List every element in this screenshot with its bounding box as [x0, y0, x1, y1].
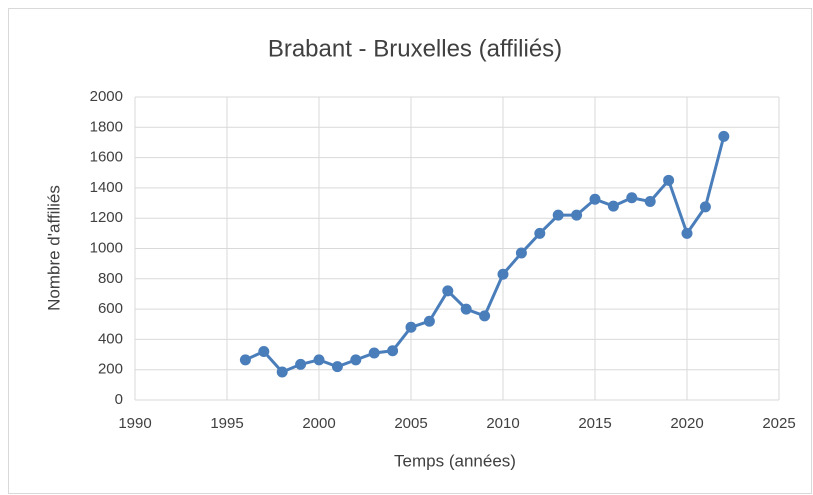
data-point	[313, 354, 325, 366]
y-tick-label: 1400	[90, 179, 123, 196]
data-point	[405, 321, 417, 333]
y-tick-label: 1600	[90, 149, 123, 166]
chart-title: Brabant - Bruxelles (affiliés)	[268, 35, 562, 62]
y-tick-label: 1000	[90, 239, 123, 256]
data-point	[276, 366, 288, 378]
data-point	[681, 227, 693, 239]
data-point	[552, 209, 564, 221]
data-point	[571, 209, 583, 221]
data-point	[663, 174, 675, 186]
x-tick-label: 2005	[394, 415, 427, 432]
y-tick-label: 400	[98, 330, 123, 347]
y-tick-label: 1800	[90, 118, 123, 135]
chart-frame	[8, 8, 812, 494]
y-tick-label: 800	[98, 270, 123, 287]
y-tick-label: 2000	[90, 88, 123, 105]
data-point	[350, 354, 362, 366]
x-tick-label: 2015	[578, 415, 611, 432]
x-tick-label: 2025	[762, 415, 795, 432]
data-point	[387, 345, 399, 357]
x-tick-label: 2020	[670, 415, 703, 432]
x-tick-label: 1990	[118, 415, 151, 432]
data-point	[239, 354, 251, 366]
data-point	[515, 247, 527, 259]
x-tick-label: 2010	[486, 415, 519, 432]
data-point	[295, 358, 307, 370]
data-point	[534, 227, 546, 239]
data-point	[479, 310, 491, 322]
y-axis-label: Nombre d'affiliés	[44, 185, 63, 311]
data-point	[331, 361, 343, 373]
data-point	[497, 268, 509, 280]
data-point	[589, 193, 601, 205]
y-tick-label: 200	[98, 361, 123, 378]
data-point	[718, 130, 730, 142]
data-point	[644, 196, 656, 208]
x-tick-label: 1995	[210, 415, 243, 432]
x-tick-label: 2000	[302, 415, 335, 432]
x-axis-label: Temps (années)	[394, 451, 516, 470]
data-point	[626, 192, 638, 204]
data-point	[368, 347, 380, 359]
data-point	[607, 200, 619, 212]
y-tick-label: 600	[98, 300, 123, 317]
y-tick-label: 0	[115, 391, 123, 408]
data-point	[442, 285, 454, 297]
y-tick-label: 1200	[90, 209, 123, 226]
data-point	[699, 201, 711, 213]
data-point	[460, 303, 472, 315]
data-point	[423, 315, 435, 327]
data-point	[258, 346, 270, 358]
